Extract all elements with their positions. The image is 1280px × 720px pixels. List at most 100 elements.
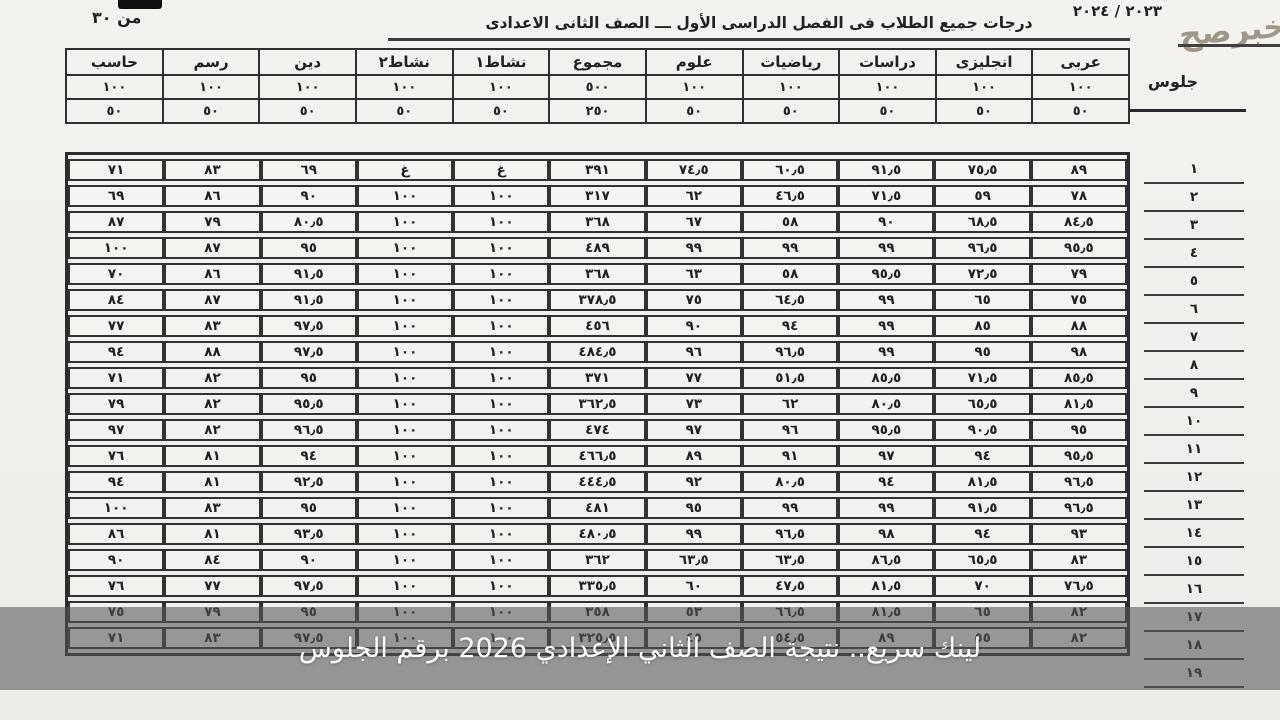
grades-row: ٧٨ ٥٩ ٧١٫٥ ٤٦٫٥ ٦٢ ٣١٧ ١٠٠ ١٠٠ ٩٠ ٨٦ ٦٩ bbox=[68, 185, 1127, 207]
grade-cell: ٩٠ bbox=[838, 211, 935, 233]
grade-cell: ٩٦٫٥ bbox=[1030, 471, 1127, 493]
grade-cell: ٨٣ bbox=[164, 159, 261, 181]
grade-cell: ٩٦ bbox=[741, 419, 839, 441]
grade-cell: ٨٤ bbox=[164, 549, 261, 571]
grade-cell: ٦٣ bbox=[645, 263, 742, 285]
grade-cell: ١٠٠ bbox=[356, 523, 454, 545]
grade-cell: ٩٧ bbox=[838, 445, 935, 467]
grades-row: ٩٥٫٥ ٩٤ ٩٧ ٩١ ٨٩ ٤٦٦٫٥ ١٠٠ ١٠٠ ٩٤ ٨١ ٧٦ bbox=[68, 445, 1127, 467]
grade-cell: ١٠٠ bbox=[356, 185, 454, 207]
seat-header-underline bbox=[1130, 109, 1246, 112]
grade-cell: ٨١٫٥ bbox=[1030, 393, 1127, 415]
grade-cell: ٣١٧ bbox=[549, 185, 646, 207]
grade-cell: ٧٦٫٥ bbox=[1030, 575, 1127, 597]
caption-text: لينك سريع.. نتيجة الصف الثاني الإعدادي 2… bbox=[298, 633, 982, 664]
grade-cell: ٤٨٠٫٥ bbox=[549, 523, 646, 545]
grade-cell: ١٠٠ bbox=[356, 575, 454, 597]
grade-cell: ٨٥٫٥ bbox=[1030, 367, 1127, 389]
grade-cell: ٧٥٫٥ bbox=[934, 159, 1031, 181]
grade-cell: ٩٦٫٥ bbox=[1030, 497, 1127, 519]
grade-cell: ٨٤٫٥ bbox=[1030, 211, 1127, 233]
grade-cell: ٨٨ bbox=[164, 341, 261, 363]
max-50-row: ٥٠ ٥٠ ٥٠ ٥٠ ٥٠ ٢٥٠ ٥٠ ٥٠ ٥٠ ٥٠ ٥٠ bbox=[65, 98, 1130, 124]
grade-cell: ٧١ bbox=[68, 159, 165, 181]
grade-cell: ١٠٠ bbox=[356, 237, 454, 259]
grade-cell: ٩٤ bbox=[934, 523, 1031, 545]
grade-cell: ١٠٠ bbox=[356, 289, 454, 311]
grade-cell: ٩٥٫٥ bbox=[838, 419, 935, 441]
grades-row: ٧٦٫٥ ٧٠ ٨١٫٥ ٤٧٫٥ ٦٠ ٣٣٥٫٥ ١٠٠ ١٠٠ ٩٧٫٥ ٧٧ ٧٦ bbox=[68, 575, 1127, 597]
seat-number: ١٤ bbox=[1144, 520, 1244, 548]
grade-cell: ٩٩ bbox=[838, 289, 935, 311]
grade-cell: ١٠٠ bbox=[356, 341, 454, 363]
grade-cell: ١٠٠ bbox=[453, 445, 550, 467]
grade-cell: ٦٤٫٥ bbox=[741, 289, 839, 311]
grade-cell: ٩١٫٥ bbox=[260, 289, 357, 311]
grade-cell: ٨٣ bbox=[164, 315, 261, 337]
grade-cell: ١٠٠ bbox=[356, 471, 454, 493]
grade-cell: ٧٤٫٥ bbox=[645, 159, 742, 181]
grades-row: ٧٩ ٧٢٫٥ ٩٥٫٥ ٥٨ ٦٣ ٣٦٨ ١٠٠ ١٠٠ ٩١٫٥ ٨٦ ٧٠ bbox=[68, 263, 1127, 285]
max-mark-cell: ١٠٠ bbox=[161, 74, 261, 100]
grade-cell: ٩٦٫٥ bbox=[260, 419, 357, 441]
max-mark-cell: ١٠٠ bbox=[451, 74, 551, 100]
grade-cell: ٦٨٫٥ bbox=[934, 211, 1031, 233]
grades-row: ٨٩ ٧٥٫٥ ٩١٫٥ ٦٠٫٥ ٧٤٫٥ ٣٩١ غ غ ٦٩ ٨٣ ٧١ bbox=[68, 159, 1127, 181]
grade-cell: ٩٥٫٥ bbox=[1030, 237, 1127, 259]
grade-cell: ٩١٫٥ bbox=[838, 159, 935, 181]
grades-row: ٩٣ ٩٤ ٩٨ ٩٦٫٥ ٩٩ ٤٨٠٫٥ ١٠٠ ١٠٠ ٩٣٫٥ ٨١ ٨٦ bbox=[68, 523, 1127, 545]
grade-cell: ٤٧٤ bbox=[549, 419, 646, 441]
seat-number: ٤ bbox=[1144, 240, 1244, 268]
grade-cell: ٩٨ bbox=[1030, 341, 1127, 363]
subject-header-cell: حاسب bbox=[65, 48, 164, 76]
grade-cell: ٩٥ bbox=[934, 341, 1031, 363]
seat-number: ٨ bbox=[1144, 352, 1244, 380]
seat-number: ٩ bbox=[1144, 380, 1244, 408]
grade-cell: ٥٩ bbox=[934, 185, 1031, 207]
grade-cell: ٨٧ bbox=[164, 289, 261, 311]
grade-cell: ٩٦٫٥ bbox=[741, 523, 839, 545]
grade-cell: ٩٣٫٥ bbox=[260, 523, 357, 545]
grade-cell: ٨١٫٥ bbox=[838, 575, 935, 597]
subject-header-cell: عربى bbox=[1031, 48, 1130, 76]
grade-cell: ٤٨٤٫٥ bbox=[549, 341, 646, 363]
grade-cell: ٨٠٫٥ bbox=[838, 393, 935, 415]
grade-cell: ٩٨ bbox=[838, 523, 935, 545]
grade-cell: ٩٠ bbox=[260, 185, 357, 207]
grade-cell: ٩٩ bbox=[645, 237, 742, 259]
grade-cell: ١٠٠ bbox=[453, 471, 550, 493]
grade-cell: ٩٦٫٥ bbox=[934, 237, 1031, 259]
grade-cell: ٨٧ bbox=[164, 237, 261, 259]
out-of-30-note: من ٣٠ bbox=[92, 8, 142, 27]
grade-cell: ٧١٫٥ bbox=[838, 185, 935, 207]
subject-header-cell: رياضيات bbox=[741, 48, 841, 76]
grade-cell: ٩٥٫٥ bbox=[260, 393, 357, 415]
grade-cell: ٣٣٥٫٥ bbox=[549, 575, 646, 597]
grade-cell: ٩٢ bbox=[645, 471, 742, 493]
grade-cell: ٩٢٫٥ bbox=[260, 471, 357, 493]
grade-cell: ٦٧ bbox=[645, 211, 742, 233]
grade-cell: ٣٦٢٫٥ bbox=[549, 393, 646, 415]
subject-header-cell: علوم bbox=[644, 48, 744, 76]
grade-cell: ٩٥٫٥ bbox=[838, 263, 935, 285]
grade-cell: غ bbox=[356, 159, 454, 181]
grade-cell: ١٠٠ bbox=[356, 263, 454, 285]
grade-cell: ٨٩ bbox=[645, 445, 742, 467]
max-mark-cell: ٥٠ bbox=[741, 98, 841, 124]
grade-cell: ١٠٠ bbox=[453, 237, 550, 259]
grade-cell: ٨٢ bbox=[164, 367, 261, 389]
grade-cell: ١٠٠ bbox=[453, 341, 550, 363]
grade-cell: ٩١٫٥ bbox=[934, 497, 1031, 519]
subject-header-cell: رسم bbox=[161, 48, 261, 76]
max-mark-cell: ٥٠ bbox=[934, 98, 1034, 124]
academic-year: ٢٠٢٣ / ٢٠٢٤ bbox=[1072, 2, 1162, 20]
grade-cell: ٩٧٫٥ bbox=[260, 575, 357, 597]
grades-row: ٨٣ ٦٥٫٥ ٨٦٫٥ ٦٣٫٥ ٦٣٫٥ ٣٦٢ ١٠٠ ١٠٠ ٩٠ ٨٤ ٩٠ bbox=[68, 549, 1127, 571]
grade-cell: ٨٦ bbox=[164, 185, 261, 207]
grade-cell: غ bbox=[453, 159, 550, 181]
seat-number: ٢ bbox=[1144, 184, 1244, 212]
grade-cell: ٣٧١ bbox=[549, 367, 646, 389]
grade-cell: ٩٥ bbox=[260, 497, 357, 519]
grades-row: ٨١٫٥ ٦٥٫٥ ٨٠٫٥ ٦٢ ٧٣ ٣٦٢٫٥ ١٠٠ ١٠٠ ٩٥٫٥ ٨٢ ٧٩ bbox=[68, 393, 1127, 415]
caption-overlay: لينك سريع.. نتيجة الصف الثاني الإعدادي 2… bbox=[0, 607, 1280, 690]
